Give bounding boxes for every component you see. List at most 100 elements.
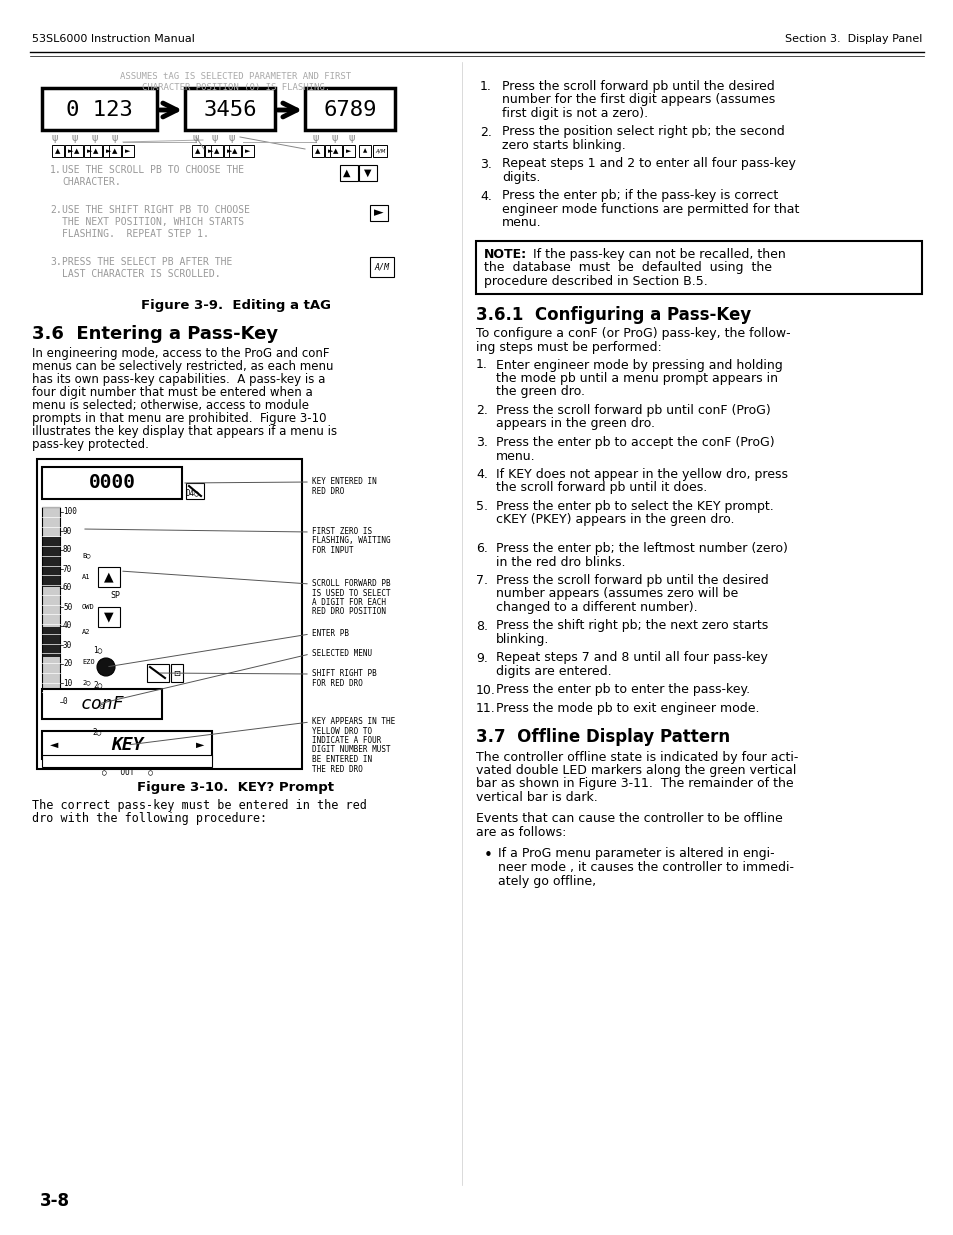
Bar [358, 165, 376, 182]
Bar [370, 205, 388, 221]
Text: 8.: 8. [476, 620, 488, 632]
Text: KEY: KEY [111, 736, 143, 755]
Text: KEY ENTERED IN: KEY ENTERED IN [312, 477, 376, 487]
Text: ►: ► [208, 148, 213, 154]
Text: Press the enter pb; if the pass-key is correct: Press the enter pb; if the pass-key is c… [501, 189, 778, 203]
Text: in the red dro blinks.: in the red dro blinks. [496, 556, 625, 568]
Text: A DIGIT FOR EACH: A DIGIT FOR EACH [312, 598, 386, 606]
Text: The controller offline state is indicated by four acti-: The controller offline state is indicate… [476, 751, 798, 763]
Text: Press the scroll forward pb until the desired: Press the scroll forward pb until the de… [501, 80, 774, 93]
Text: ▲: ▲ [93, 148, 98, 154]
Text: ASSUMES tAG IS SELECTED PARAMETER AND FIRST: ASSUMES tAG IS SELECTED PARAMETER AND FI… [120, 72, 352, 82]
Text: digits are entered.: digits are entered. [496, 664, 611, 678]
Text: ▲: ▲ [55, 148, 61, 154]
Text: are as follows:: are as follows: [476, 826, 566, 839]
Text: ψ: ψ [71, 133, 78, 143]
Text: has its own pass-key capabilities.  A pass-key is a: has its own pass-key capabilities. A pas… [32, 373, 325, 387]
Text: 3.: 3. [479, 158, 492, 170]
Text: zero starts blinking.: zero starts blinking. [501, 140, 625, 152]
Text: 0 123: 0 123 [66, 100, 132, 120]
Text: ▼: ▼ [104, 610, 113, 624]
Text: menu.: menu. [496, 450, 535, 462]
Text: 90: 90 [63, 526, 72, 536]
Text: CHARACTER POSITION (0) IS FLASHING.: CHARACTER POSITION (0) IS FLASHING. [142, 83, 330, 91]
Circle shape [94, 700, 108, 714]
Bar [171, 664, 183, 682]
Text: digits.: digits. [501, 170, 539, 184]
Text: THE NEXT POSITION, WHICH STARTS: THE NEXT POSITION, WHICH STARTS [62, 217, 244, 227]
Text: prompts in that menu are prohibited.  Figure 3-10: prompts in that menu are prohibited. Fig… [32, 412, 326, 425]
Bar [42, 755, 212, 767]
Text: first digit is not a zero).: first digit is not a zero). [501, 107, 647, 120]
Text: ψ: ψ [112, 133, 118, 143]
Bar [185, 88, 274, 130]
Text: SELECTED MENU: SELECTED MENU [312, 650, 372, 658]
Bar [147, 664, 169, 682]
Bar [211, 144, 223, 157]
Text: Press the scroll forward pb until the desired: Press the scroll forward pb until the de… [496, 574, 768, 587]
Text: IS USED TO SELECT: IS USED TO SELECT [312, 589, 390, 598]
Text: the scroll forward pb until it does.: the scroll forward pb until it does. [496, 482, 706, 494]
Bar [122, 144, 133, 157]
Text: 30: 30 [63, 641, 72, 650]
Text: DIGIT NUMBER MUST: DIGIT NUMBER MUST [312, 746, 390, 755]
Text: 5.: 5. [476, 500, 488, 513]
Text: ⊡: ⊡ [173, 668, 180, 678]
Text: ►: ► [245, 148, 251, 154]
Text: ing steps must be performed:: ing steps must be performed: [476, 341, 661, 354]
Bar [205, 144, 216, 157]
Text: ENTER PB: ENTER PB [312, 629, 349, 638]
Text: 3-8: 3-8 [40, 1192, 70, 1210]
Text: •: • [483, 847, 493, 862]
Bar [358, 144, 371, 157]
Text: Press the enter pb; the leftmost number (zero): Press the enter pb; the leftmost number … [496, 542, 787, 555]
Text: 60: 60 [63, 583, 72, 593]
Bar [65, 144, 77, 157]
Text: SHIFT RIGHT PB: SHIFT RIGHT PB [312, 669, 376, 678]
Text: vated double LED markers along the green vertical: vated double LED markers along the green… [476, 764, 796, 777]
Text: 2.: 2. [479, 126, 492, 138]
Text: 4.: 4. [476, 468, 487, 480]
Text: ψ: ψ [91, 133, 98, 143]
Text: ◄: ◄ [50, 739, 58, 752]
Text: The correct pass-key must be entered in the red: The correct pass-key must be entered in … [32, 799, 367, 811]
Bar [339, 165, 357, 182]
Text: changed to a different number).: changed to a different number). [496, 601, 697, 614]
Text: FLASHING.  REPEAT STEP 1.: FLASHING. REPEAT STEP 1. [62, 228, 209, 240]
Text: 1.: 1. [479, 80, 492, 93]
Text: USE THE SHIFT RIGHT PB TO CHOOSE: USE THE SHIFT RIGHT PB TO CHOOSE [62, 205, 250, 215]
Text: 2.: 2. [476, 404, 487, 417]
Text: In engineering mode, access to the ProG and conF: In engineering mode, access to the ProG … [32, 347, 329, 359]
Text: 10: 10 [63, 678, 72, 688]
Text: ▲: ▲ [214, 148, 219, 154]
Text: ►: ► [227, 148, 233, 154]
Text: menus can be selectively restricted, as each menu: menus can be selectively restricted, as … [32, 359, 334, 373]
Text: ▲: ▲ [112, 148, 117, 154]
Bar [103, 144, 115, 157]
Text: 9.: 9. [476, 652, 487, 664]
Text: ▲: ▲ [315, 148, 320, 154]
Text: vertical bar is dark.: vertical bar is dark. [476, 790, 598, 804]
Text: cKEY (PKEY) appears in the green dro.: cKEY (PKEY) appears in the green dro. [496, 514, 734, 526]
Bar [476, 241, 921, 294]
Text: ▲: ▲ [195, 148, 200, 154]
Text: FLASHING, WAITING: FLASHING, WAITING [312, 536, 390, 546]
Text: ►: ► [328, 148, 334, 154]
Text: ▲: ▲ [74, 148, 80, 154]
Text: number for the first digit appears (assumes: number for the first digit appears (assu… [501, 94, 775, 106]
Text: 3.6.1  Configuring a Pass-Key: 3.6.1 Configuring a Pass-Key [476, 305, 750, 324]
Text: Press the enter pb to select the KEY prompt.: Press the enter pb to select the KEY pro… [496, 500, 773, 513]
Text: A1: A1 [82, 574, 91, 580]
Text: 2○: 2○ [82, 679, 91, 685]
Text: 80: 80 [63, 546, 72, 555]
Text: Events that can cause the controller to be offline: Events that can cause the controller to … [476, 813, 781, 825]
Text: 4.: 4. [479, 189, 492, 203]
Bar [330, 144, 341, 157]
Circle shape [97, 658, 115, 676]
Text: Press the position select right pb; the second: Press the position select right pb; the … [501, 126, 784, 138]
Text: SCROLL FORWARD PB: SCROLL FORWARD PB [312, 579, 390, 588]
Text: the mode pb until a menu prompt appears in: the mode pb until a menu prompt appears … [496, 372, 778, 385]
Text: ▲: ▲ [104, 571, 113, 583]
Text: ►: ► [125, 148, 131, 154]
Bar [98, 606, 120, 627]
